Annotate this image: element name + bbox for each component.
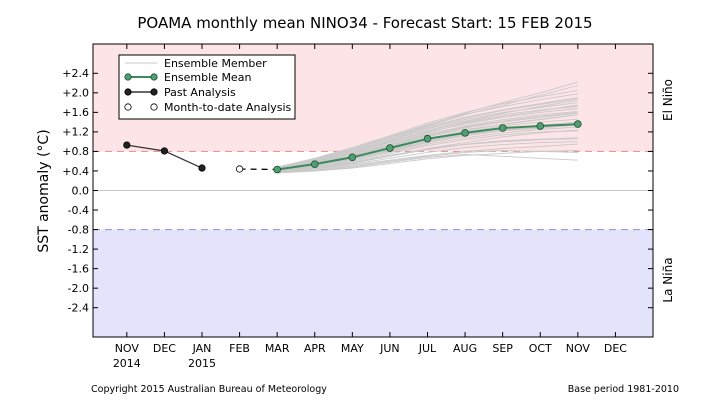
- ensemble-member-line: [277, 104, 578, 170]
- y-tick-label: +1.6: [62, 106, 89, 119]
- legend-past-analysis-marker: [124, 88, 132, 96]
- ensemble-member-line: [277, 99, 578, 170]
- ensemble-member-line: [277, 143, 578, 173]
- footer-base-period: Base period 1981-2010: [568, 384, 679, 395]
- legend-ensemble-mean-marker: [150, 73, 158, 81]
- y-tick-label: +2.4: [62, 67, 89, 80]
- past-analysis-point: [198, 164, 206, 172]
- ensemble-member-line: [277, 126, 578, 172]
- y-tick-label: -1.2: [68, 243, 89, 256]
- ensemble-member-line: [277, 129, 578, 172]
- legend-box: [118, 54, 296, 120]
- plot-area: +2.4 +2.0 +1.6 +1.2 +0.8 +0.4 0.0 -0.4 -0.8 -1.2 -…: [62, 43, 654, 370]
- legend: Ensemble Member Ensemble Mean Past Analy…: [118, 54, 296, 120]
- ensemble-member-line: [277, 150, 578, 173]
- ensemble-member-line: [277, 93, 578, 168]
- x-tick-label: MAY: [341, 342, 364, 355]
- past-analysis-point: [123, 141, 131, 149]
- ensemble-mean-point: [310, 160, 319, 168]
- legend-month-to-date-label: Month-to-date Analysis: [164, 101, 292, 114]
- ensemble-mean-point: [498, 124, 507, 132]
- ensemble-mean-point: [273, 165, 281, 174]
- x-tick-label: JUL: [418, 342, 437, 355]
- x-tick-label: SEP: [492, 342, 513, 355]
- footer-copyright: Copyright 2015 Australian Bureau of Mete…: [91, 384, 327, 395]
- ensemble-member-line: [277, 150, 578, 174]
- y-tick-label: +0.8: [62, 145, 89, 158]
- x-tick-label: OCT: [529, 342, 552, 355]
- ensemble-member-line: [277, 98, 578, 169]
- y-tick-label: -1.6: [68, 262, 89, 275]
- x-tick-label: NOV: [115, 342, 140, 355]
- x-tick-label: APR: [304, 342, 326, 355]
- legend-past-analysis-marker: [150, 88, 158, 96]
- y-axis-label: SST anomaly (°C): [36, 129, 52, 252]
- ensemble-member-line: [277, 130, 578, 172]
- ensemble-member-line: [277, 108, 578, 170]
- ensemble-mean-point: [574, 120, 582, 128]
- ensemble-member-line: [277, 138, 578, 172]
- y-tick-label: 0.0: [72, 184, 90, 197]
- legend-month-to-date-marker: [124, 103, 132, 111]
- y-tick-label: +0.4: [62, 165, 89, 178]
- x-tick-label: DEC: [153, 342, 176, 355]
- legend-month-to-date-marker: [150, 103, 158, 111]
- ensemble-member-line: [277, 141, 578, 173]
- ensemble-member-line: [277, 89, 578, 168]
- ensemble-member-line: [277, 81, 578, 169]
- y-tick-label: -0.4: [68, 204, 89, 217]
- month-to-date-point: [235, 165, 244, 173]
- la-nina-region: [93, 229, 653, 337]
- ensemble-member-line: [277, 124, 578, 172]
- chart-title: POAMA monthly mean NINO34 - Forecast Sta…: [137, 14, 592, 32]
- x-tick-label: JAN: [192, 342, 212, 355]
- legend-ensemble-mean-marker: [124, 73, 132, 81]
- la-nina-label: La Niña: [661, 257, 675, 302]
- past-analysis-point: [160, 147, 169, 155]
- x-tick-label: MAR: [265, 342, 290, 355]
- el-nino-label: El Niño: [661, 79, 675, 121]
- ensemble-mean-point: [461, 129, 469, 137]
- y-tick-label: +2.0: [62, 87, 89, 100]
- ensemble-mean-point: [423, 134, 432, 143]
- x-tick-label: JUN: [379, 342, 400, 355]
- ensemble-member-line: [277, 153, 578, 174]
- ensemble-mean-point: [386, 144, 394, 152]
- y-tick-label: -2.4: [68, 302, 89, 315]
- y-tick-label: -2.0: [68, 282, 89, 295]
- ensemble-mean-point: [536, 122, 545, 130]
- x-tick-label: NOV: [566, 342, 591, 355]
- x-tick-year-label: 2014: [113, 357, 141, 370]
- legend-ensemble-member-label: Ensemble Member: [164, 57, 267, 70]
- x-tick-label: FEB: [229, 342, 250, 355]
- ensemble-member-line: [277, 111, 578, 170]
- legend-past-analysis-label: Past Analysis: [164, 86, 236, 99]
- x-tick-label: AUG: [453, 342, 477, 355]
- x-tick-year-label: 2015: [188, 357, 216, 370]
- x-tick-label: DEC: [604, 342, 627, 355]
- ensemble-mean-point: [348, 153, 357, 162]
- y-tick-label: -0.8: [68, 223, 89, 236]
- y-tick-label: +1.2: [62, 126, 89, 139]
- legend-ensemble-mean-label: Ensemble Mean: [164, 71, 251, 84]
